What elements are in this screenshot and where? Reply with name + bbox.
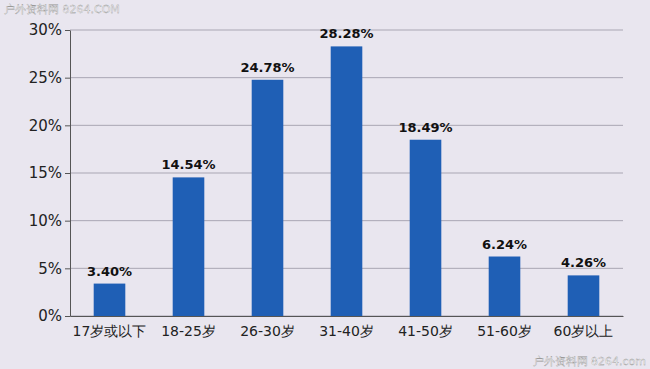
background (0, 0, 650, 369)
tick-label: 26-30岁 (240, 323, 295, 339)
plot: 0% 5% 10% 15% 20% 25% 30% 17岁或以下 18-25岁 26-30岁 31-… (29, 21, 624, 339)
tick-label: 60岁以上 (554, 323, 614, 339)
tick-label: 0% (38, 307, 62, 325)
axis-line (71, 316, 624, 317)
tick-label: 51-60岁 (477, 323, 532, 339)
x-axis: 17岁或以下 18-25岁 26-30岁 31-40岁 41-50岁 51-60岁 60岁以… (71, 316, 624, 339)
data-label: 18.49% (398, 120, 452, 135)
axis-line (70, 31, 71, 317)
y-axis: 0% 5% 10% 15% 20% 25% 30% (29, 21, 71, 325)
chart: 0% 5% 10% 15% 20% 25% 30% 17岁或以下 18-25岁 26-30岁 31-… (0, 0, 650, 369)
tick-mark (65, 30, 70, 31)
tick: 10% (29, 212, 70, 230)
bar (489, 257, 521, 316)
bar (252, 80, 284, 316)
tick-mark (65, 173, 70, 174)
bar (331, 46, 363, 316)
tick-mark (65, 78, 70, 79)
tick: 31-40岁 (319, 316, 374, 339)
tick-label: 17岁或以下 (73, 323, 147, 339)
tick: 17岁或以下 (73, 316, 147, 339)
bar (94, 284, 126, 316)
bar (568, 275, 600, 316)
tick-label: 15% (29, 164, 62, 182)
tick: 26-30岁 (240, 316, 295, 339)
data-label: 3.40% (87, 264, 132, 279)
tick: 20% (29, 117, 70, 135)
tick: 18-25岁 (161, 316, 216, 339)
tick: 41-50岁 (398, 316, 453, 339)
tick-label: 41-50岁 (398, 323, 453, 339)
data-label: 14.54% (161, 157, 215, 172)
bar (173, 177, 205, 316)
watermark: 户外资料网 8264.COM (4, 3, 120, 16)
data-label: 24.78% (240, 60, 294, 75)
tick-label: 31-40岁 (319, 323, 374, 339)
bars (94, 46, 600, 316)
tick-label: 18-25岁 (161, 323, 216, 339)
data-label: 28.28% (319, 26, 373, 41)
tick-mark (65, 125, 70, 126)
tick: 25% (29, 69, 70, 87)
tick: 5% (38, 260, 70, 278)
grid (70, 30, 623, 316)
tick: 51-60岁 (477, 316, 532, 339)
tick-label: 10% (29, 212, 62, 230)
watermark: 户外资料网 8264.com (533, 355, 646, 368)
data-label: 4.26% (561, 255, 606, 270)
bar (410, 140, 442, 316)
data-label: 6.24% (482, 237, 527, 252)
tick: 60岁以上 (554, 316, 614, 339)
tick-label: 20% (29, 117, 62, 135)
tick: 0% (38, 307, 70, 325)
tick: 15% (29, 164, 70, 182)
tick-mark (65, 316, 70, 317)
tick-label: 25% (29, 69, 62, 87)
tick-label: 30% (29, 21, 62, 39)
tick-mark (65, 221, 70, 222)
tick: 30% (29, 21, 70, 39)
data-labels: 3.40% 14.54% 24.78% 28.28% 18.49% 6.24% 4.26% (87, 26, 606, 278)
tick-label: 5% (38, 260, 62, 278)
tick-mark (65, 268, 70, 269)
